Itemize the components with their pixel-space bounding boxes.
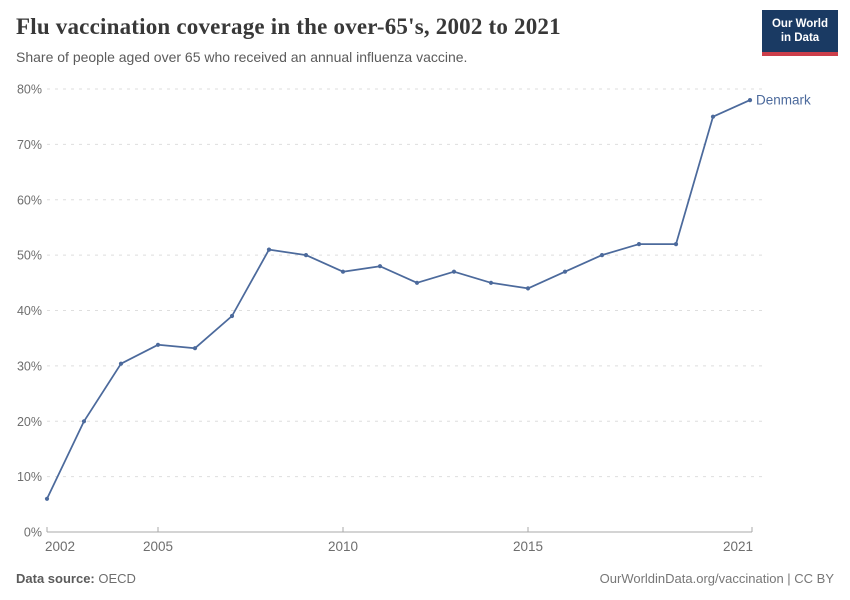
x-tick-label: 2021 xyxy=(723,539,753,554)
y-tick-label: 30% xyxy=(17,359,42,373)
y-tick-label: 50% xyxy=(17,249,42,263)
data-point xyxy=(192,346,198,351)
x-tick-label: 2002 xyxy=(45,539,75,554)
chart-header: Flu vaccination coverage in the over-65'… xyxy=(16,10,838,65)
data-point xyxy=(673,242,679,247)
owid-logo-line2: in Data xyxy=(780,32,820,45)
chart-subtitle: Share of people aged over 65 who receive… xyxy=(16,49,468,65)
data-point xyxy=(266,247,272,252)
data-point xyxy=(710,114,716,119)
y-tick-label: 10% xyxy=(17,470,42,484)
data-line xyxy=(46,99,751,500)
data-point xyxy=(636,242,642,247)
data-point xyxy=(303,253,309,258)
data-point xyxy=(118,361,124,366)
x-tick-label: 2010 xyxy=(328,539,358,554)
x-tick-label: 2005 xyxy=(143,539,173,554)
data-point xyxy=(488,280,494,285)
data-point xyxy=(229,313,235,319)
data-point xyxy=(747,98,753,103)
data-point xyxy=(340,269,346,274)
data-point xyxy=(451,269,457,274)
data-point xyxy=(599,253,605,258)
y-tick-label: 40% xyxy=(17,304,42,318)
chart-title: Flu vaccination coverage in the over-65'… xyxy=(16,14,561,39)
owid-logo-line1: Our World xyxy=(771,18,828,30)
y-tick-label: 60% xyxy=(17,193,42,207)
data-source-label: Data source: xyxy=(16,571,95,586)
data-source: Data source: OECD xyxy=(16,571,136,586)
x-tick-label: 2015 xyxy=(513,539,543,554)
y-tick-label: 70% xyxy=(17,138,42,152)
owid-logo: Our World in Data xyxy=(762,10,838,56)
y-tick-label: 80% xyxy=(17,83,42,97)
data-point xyxy=(414,280,420,285)
data-source-value: OECD xyxy=(98,571,136,586)
y-tick-label: 20% xyxy=(17,415,42,429)
credit-link[interactable]: OurWorldinData.org/vaccination | CC BY xyxy=(599,571,834,586)
data-point xyxy=(377,264,383,269)
chart-footer: Data source: OECD OurWorldinData.org/vac… xyxy=(16,571,834,586)
data-point xyxy=(562,269,568,274)
data-point xyxy=(525,286,531,291)
y-tick-label: 0% xyxy=(24,526,42,540)
data-point xyxy=(155,342,161,347)
data-point xyxy=(44,496,50,501)
data-point xyxy=(81,419,87,424)
series-end-label: Denmark xyxy=(756,93,811,108)
